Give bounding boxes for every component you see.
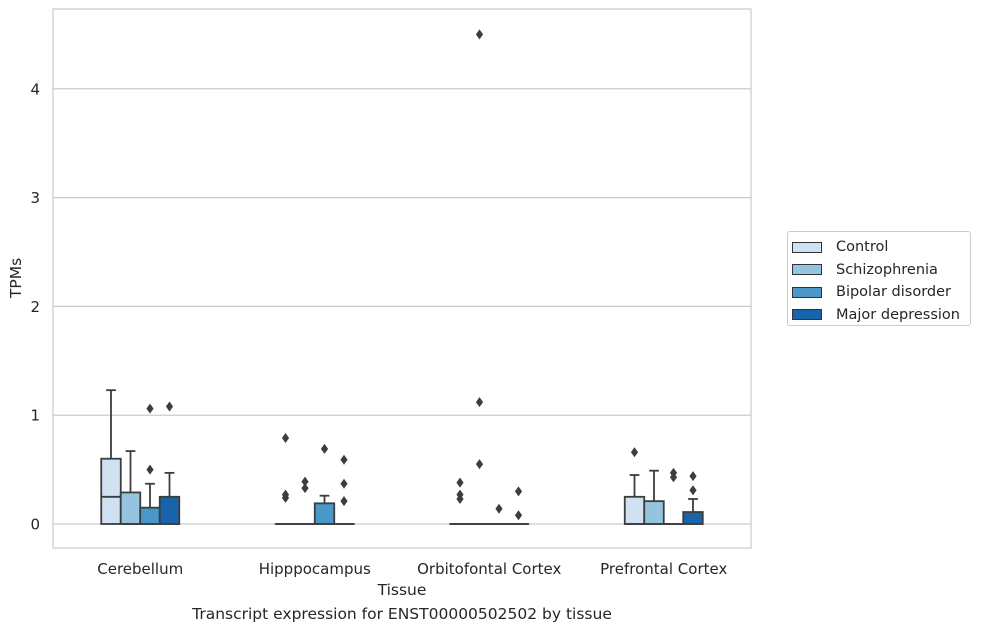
box-body — [623, 495, 646, 525]
box-bipolar-disorder — [313, 443, 336, 525]
y-tick-label: 4 — [30, 80, 40, 98]
x-tick-label: Orbitofontal Cortex — [417, 560, 561, 578]
legend-label: Schizophrenia — [836, 261, 938, 278]
box-control — [100, 389, 122, 525]
box-schizophrenia — [119, 450, 142, 525]
y-tick-labels: 0 1 2 3 4 — [30, 80, 40, 533]
outlier-point — [340, 478, 348, 489]
outlier-point — [689, 471, 697, 482]
outlier-point — [301, 476, 309, 487]
outlier-point — [281, 489, 290, 500]
y-tick-label: 2 — [30, 298, 40, 316]
box-body — [682, 511, 704, 525]
y-axis-label: TPMs — [7, 258, 25, 299]
chart-caption: Transcript expression for ENST0000050250… — [192, 605, 612, 623]
box-bipolar-disorder — [488, 503, 510, 525]
y-tick-label: 1 — [30, 407, 40, 425]
outlier-point — [340, 454, 348, 465]
box-body — [139, 506, 161, 525]
legend-item: Major depression — [792, 304, 970, 327]
legend-label: Major depression — [836, 306, 960, 323]
outlier-point — [146, 403, 154, 414]
box-major-depression — [682, 471, 704, 525]
legend-swatch — [792, 241, 822, 253]
x-tick-labels: Cerebellum Hipppocampus Orbitofontal Corte… — [97, 560, 727, 578]
legend-item: Bipolar disorder — [792, 281, 970, 304]
legend-swatch — [792, 309, 822, 321]
outlier-point — [514, 486, 523, 497]
box-control — [274, 433, 297, 525]
outlier-point — [456, 477, 464, 488]
outlier-point — [475, 397, 484, 408]
legend-label: Control — [836, 239, 889, 256]
box-body — [313, 502, 336, 525]
outlier-point — [514, 510, 523, 521]
outlier-point — [320, 443, 329, 454]
outlier-point — [475, 459, 484, 470]
x-tick-label: Cerebellum — [97, 560, 183, 578]
y-tick-label: 3 — [30, 189, 40, 207]
grid-lines — [53, 88, 751, 525]
outlier-point — [301, 483, 309, 494]
outlier-point — [669, 467, 678, 478]
box-body — [119, 491, 142, 525]
legend: Control Schizophrenia Bipolar disorder Majo… — [787, 231, 971, 326]
x-axis-label: Tissue — [377, 581, 427, 599]
y-tick-label: 0 — [30, 516, 40, 534]
box-major-depression — [333, 454, 355, 525]
box-control — [623, 447, 646, 525]
box-body — [643, 500, 665, 525]
box-body — [100, 457, 122, 525]
box-bipolar-disorder — [139, 403, 161, 525]
legend-item: Control — [792, 236, 970, 259]
outlier-point — [495, 503, 503, 514]
box-bipolar-disorder — [662, 467, 685, 525]
legend-swatch — [792, 264, 822, 276]
box-major-depression — [158, 401, 181, 525]
outlier-point — [340, 496, 348, 507]
outlier-point — [475, 29, 484, 40]
outlier-point — [146, 464, 154, 475]
boxes — [100, 29, 704, 525]
box-schizophrenia — [468, 29, 491, 525]
outlier-point — [630, 447, 639, 458]
box-control — [449, 477, 471, 525]
box-schizophrenia — [643, 469, 665, 525]
box-body — [158, 495, 181, 525]
box-major-depression — [507, 486, 530, 525]
x-tick-label: Hipppocampus — [259, 560, 371, 578]
legend-swatch — [792, 286, 822, 298]
box-schizophrenia — [294, 476, 316, 525]
legend-label: Bipolar disorder — [836, 284, 951, 301]
x-tick-label: Prefrontal Cortex — [600, 560, 727, 578]
outlier-point — [689, 485, 697, 496]
legend-item: Schizophrenia — [792, 259, 970, 282]
plot-area-frame — [52, 8, 752, 549]
outlier-point — [165, 401, 174, 412]
outlier-point — [281, 433, 290, 444]
outlier-point — [456, 489, 464, 500]
